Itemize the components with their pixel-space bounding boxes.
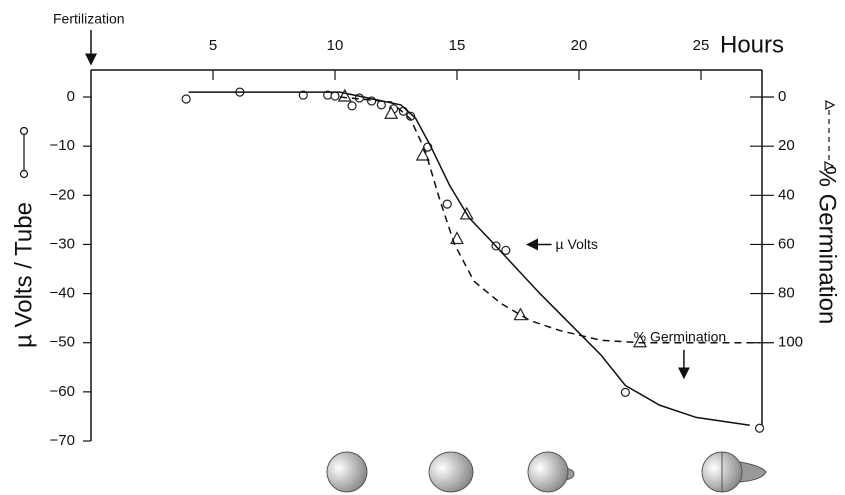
y-axis-label: µ Volts / Tube [10, 202, 37, 348]
curve [189, 92, 750, 425]
embryo-icons [327, 452, 766, 492]
triangle-point [451, 233, 463, 244]
y2-tick-label: 100 [778, 334, 803, 351]
circle-point [756, 424, 764, 432]
y-tick-label: −10 [50, 137, 75, 154]
x-tick-label: 25 [693, 37, 710, 54]
y-tick-label: −50 [50, 334, 75, 351]
circle-point [331, 92, 339, 100]
axis-line [91, 70, 762, 441]
circle-point [443, 200, 451, 208]
y2-legend-glyph [825, 101, 834, 170]
x-tick-label: 20 [571, 37, 588, 54]
y-tick-label: 0 [67, 88, 75, 105]
y2-tick-label: 80 [778, 285, 795, 302]
y2-tick-label: 0 [778, 88, 786, 105]
y2-tick-label: 40 [778, 186, 795, 203]
circle-point [399, 107, 407, 115]
y2-tick-label: 60 [778, 235, 795, 252]
circle-point [182, 95, 190, 103]
y-tick-label: −70 [50, 432, 75, 449]
chart: Hours µ Volts / Tube % Germination 5 10 15… [0, 0, 845, 495]
y2-tick-label: 20 [778, 137, 795, 154]
y-legend-glyph [21, 128, 28, 178]
annotation: µ Volts [556, 236, 598, 252]
y-tick-label: −40 [50, 285, 75, 302]
y-tick-label: −60 [50, 383, 75, 400]
x-axis-label: Hours [720, 31, 784, 58]
x-tick-label: 5 [209, 37, 217, 54]
y-tick-label: −30 [50, 235, 75, 252]
curve [340, 97, 760, 343]
y-tick-label: −20 [50, 186, 75, 203]
x-tick-label: 10 [327, 37, 344, 54]
y2-axis-label: % Germination [814, 166, 841, 325]
annotation: Fertilization [53, 11, 125, 27]
x-tick-label: 15 [449, 37, 466, 54]
circle-point [348, 102, 356, 110]
circle-point [621, 388, 629, 396]
